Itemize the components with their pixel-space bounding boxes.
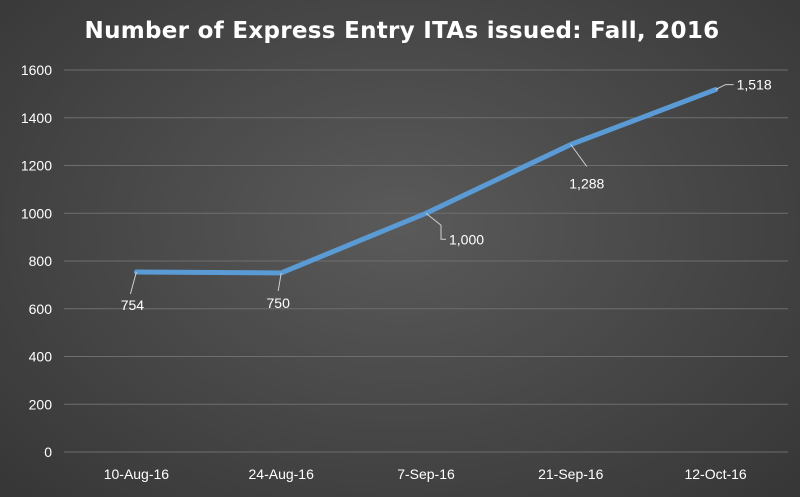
leader-line: [425, 212, 446, 240]
x-tick-label: 21-Sep-16: [538, 466, 604, 482]
leader-line: [715, 84, 734, 91]
data-label: 1,288: [569, 175, 604, 191]
series-line: [133, 87, 719, 276]
y-tick-label: 800: [29, 253, 53, 269]
y-tick-label: 1200: [21, 158, 52, 174]
data-label: 1,000: [449, 231, 484, 247]
y-tick-label: 1400: [21, 110, 52, 126]
leader-line: [570, 144, 588, 167]
y-tick-label: 1000: [21, 205, 52, 221]
data-label: 1,518: [737, 77, 772, 93]
data-label: 750: [267, 295, 291, 311]
y-tick-label: 400: [29, 349, 53, 365]
y-tick-label: 0: [44, 444, 52, 460]
x-tick-label: 12-Oct-16: [684, 466, 746, 482]
y-axis-ticks: 0 200 400 600 800 1000 1200 1400 1600: [21, 62, 52, 460]
x-axis-ticks: 10-Aug-16 24-Aug-16 7-Sep-16 21-Sep-16 12-Oc…: [104, 466, 747, 482]
x-tick-label: 7-Sep-16: [397, 466, 455, 482]
x-tick-label: 24-Aug-16: [249, 466, 315, 482]
data-labels: 754 750 1,000 1,288 1,518: [121, 77, 772, 313]
y-tick-label: 1600: [21, 62, 52, 78]
leader-line: [277, 272, 282, 292]
y-tick-label: 200: [29, 396, 53, 412]
leader-line: [129, 271, 137, 295]
y-tick-label: 600: [29, 301, 53, 317]
chart-title: Number of Express Entry ITAs issued: Fal…: [85, 18, 720, 44]
gridlines: [64, 69, 788, 453]
x-tick-label: 10-Aug-16: [104, 466, 170, 482]
series-group: [133, 87, 719, 276]
data-label: 754: [121, 297, 145, 313]
